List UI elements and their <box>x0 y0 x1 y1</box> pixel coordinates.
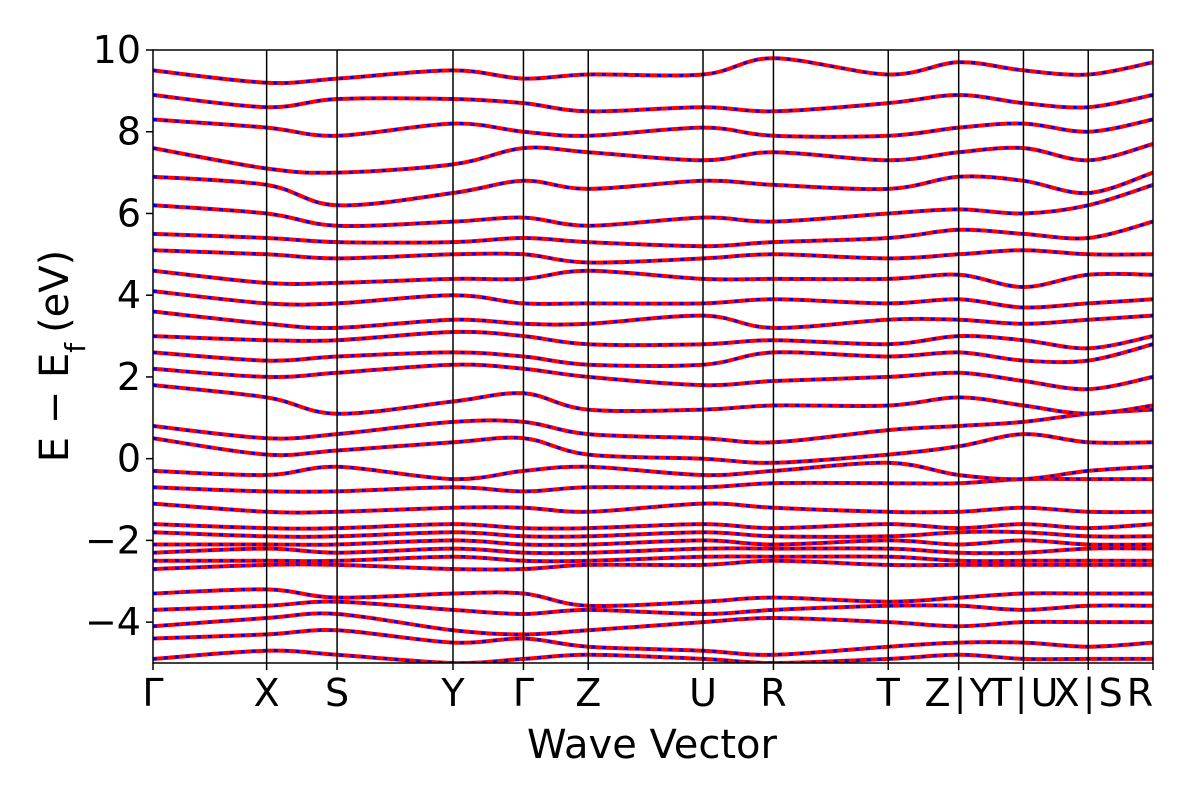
band-line-red <box>153 268 1153 290</box>
y-axis-label-main: E − E <box>32 353 78 463</box>
band-line-red <box>153 92 1153 114</box>
band-line-blue <box>153 502 1153 515</box>
y-tick-label: −2 <box>85 518 141 562</box>
band-line-blue <box>153 559 1153 572</box>
band-line-red <box>153 309 1153 331</box>
band-line-blue <box>153 628 1153 657</box>
band-line-red <box>153 182 1153 228</box>
band-line-blue <box>153 248 1153 265</box>
band-line-red <box>153 329 1153 351</box>
x-tick-label: X <box>254 671 280 715</box>
x-tick-label: R <box>1127 671 1153 715</box>
plot-frame <box>152 49 1154 664</box>
y-tick-label: 2 <box>117 355 141 399</box>
band-line-red <box>153 219 1153 249</box>
band-line-blue <box>153 477 1153 494</box>
x-tick-label: Z∣Y <box>925 671 994 715</box>
band-line-blue <box>153 342 1153 368</box>
band-line-blue <box>153 538 1153 547</box>
band-line-blue <box>153 310 1153 330</box>
x-tick-label: T <box>876 671 901 715</box>
band-line-blue <box>153 587 1153 608</box>
band-line-red <box>153 648 1153 663</box>
band-line-red <box>153 362 1153 392</box>
band-line-blue <box>153 611 1153 636</box>
x-tick-label: R <box>760 671 786 715</box>
band-line-blue <box>153 269 1153 289</box>
x-axis-label: Wave Vector <box>527 722 778 768</box>
y-axis-label: E − Ef (eV) <box>32 250 92 463</box>
band-line-blue <box>153 289 1153 310</box>
band-line-red <box>153 142 1153 175</box>
y-tick-label: −4 <box>85 600 141 644</box>
y-tick-label: 6 <box>117 191 141 235</box>
y-axis-label-unit: (eV) <box>32 250 78 333</box>
y-tick-label: 4 <box>117 273 141 317</box>
band-line-blue <box>153 546 1153 555</box>
band-line-red <box>153 117 1153 139</box>
band-line-blue <box>153 183 1153 228</box>
band-line-blue <box>153 408 1153 445</box>
band-line-red <box>153 342 1153 368</box>
band-line-red <box>153 289 1153 310</box>
band-line-blue <box>153 363 1153 391</box>
band-line-blue <box>153 330 1153 350</box>
y-tick-label: 10 <box>93 28 141 72</box>
band-line-red <box>153 170 1153 208</box>
band-line-blue <box>153 118 1153 139</box>
x-tick-label: Z <box>575 671 601 715</box>
band-line-blue <box>153 530 1153 539</box>
band-line-blue <box>153 649 1153 663</box>
x-tick-label: Γ <box>513 671 534 715</box>
band-line-blue <box>153 554 1153 563</box>
band-line-blue <box>153 600 1153 616</box>
x-tick-label: U <box>689 671 717 715</box>
x-tick-label: Y <box>440 671 465 715</box>
x-tick-label: S <box>325 671 349 715</box>
band-line-red <box>153 460 1153 482</box>
x-tick-label: Γ <box>142 671 163 715</box>
band-line-red <box>153 501 1153 515</box>
band-line-blue <box>153 93 1153 113</box>
y-axis-label-sub: f <box>59 342 92 353</box>
y-tick-label: 8 <box>117 110 141 154</box>
band-line-red <box>153 248 1153 265</box>
band-line-blue <box>153 461 1153 481</box>
band-line-blue <box>153 522 1153 531</box>
x-tick-label: X∣S <box>1054 671 1123 715</box>
band-line-blue <box>153 56 1153 85</box>
x-tick-label: T∣U <box>987 671 1058 715</box>
band-line-red <box>153 56 1153 85</box>
band-line-blue <box>153 220 1153 248</box>
y-tick-label: 0 <box>117 437 141 481</box>
